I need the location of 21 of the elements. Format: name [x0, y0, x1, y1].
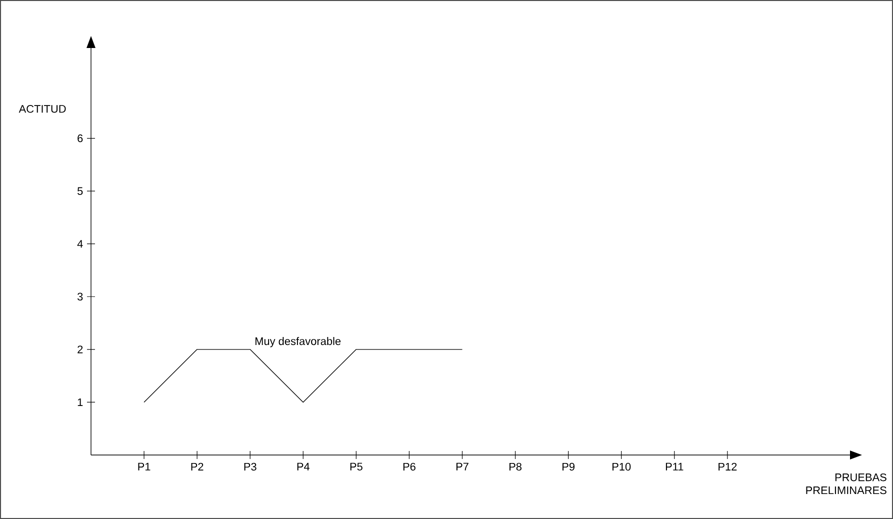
x-tick-label: P1	[138, 462, 150, 470]
x-tick-label: P7	[456, 462, 468, 470]
x-tick-label: P5	[350, 462, 362, 470]
y-tick-label: 4	[77, 240, 83, 248]
x-tick-label: P9	[562, 462, 575, 471]
y-tick-label: 6	[78, 134, 83, 142]
x-tick-label: P11	[666, 462, 684, 470]
x-tick-label: P12	[718, 462, 737, 470]
y-tick-label: 5	[78, 187, 83, 195]
x-tick-label: P3	[244, 462, 256, 471]
y-tick-label: 3	[77, 292, 83, 301]
x-tick-label: P6	[403, 462, 416, 471]
series-label: Muy desfavorable	[256, 337, 341, 348]
y-tick-label: 2	[78, 346, 83, 354]
y-tick-label: 1	[78, 398, 83, 406]
x-axis-title: PRUEBAS PRELIMINARES	[806, 473, 886, 494]
x-tick-label: P10	[612, 462, 631, 471]
x-tick-label: P8	[509, 462, 522, 471]
x-tick-label: P2	[191, 462, 204, 470]
y-axis-title: ACTITUD	[18, 105, 66, 113]
x-tick-label: P4	[297, 462, 310, 470]
